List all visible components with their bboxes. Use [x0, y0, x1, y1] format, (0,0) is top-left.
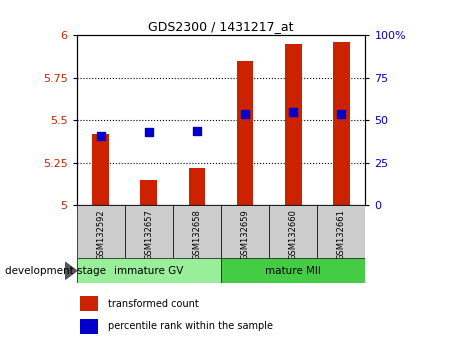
Bar — [269, 205, 317, 258]
Point — [241, 111, 249, 116]
Text: transformed count: transformed count — [108, 299, 199, 309]
Bar — [317, 205, 365, 258]
Bar — [221, 258, 365, 283]
Polygon shape — [65, 262, 77, 279]
Title: GDS2300 / 1431217_at: GDS2300 / 1431217_at — [148, 20, 294, 33]
Text: GSM132658: GSM132658 — [193, 209, 202, 260]
Point — [97, 133, 104, 138]
Text: GSM132657: GSM132657 — [144, 209, 153, 260]
Bar — [221, 205, 269, 258]
Bar — [77, 258, 221, 283]
Bar — [285, 44, 302, 205]
Bar — [237, 61, 253, 205]
Bar — [77, 205, 125, 258]
Point — [290, 109, 297, 115]
Bar — [80, 319, 98, 333]
Point — [338, 111, 345, 116]
Bar — [92, 134, 109, 205]
Bar — [80, 297, 98, 312]
Text: GSM132592: GSM132592 — [96, 209, 105, 260]
Text: GSM132660: GSM132660 — [289, 209, 298, 260]
Bar — [189, 168, 205, 205]
Bar — [173, 205, 221, 258]
Text: GSM132659: GSM132659 — [240, 209, 249, 260]
Point — [145, 130, 152, 135]
Bar — [140, 180, 157, 205]
Text: mature MII: mature MII — [265, 266, 321, 276]
Text: immature GV: immature GV — [114, 266, 184, 276]
Text: development stage: development stage — [5, 266, 106, 276]
Text: percentile rank within the sample: percentile rank within the sample — [108, 321, 273, 331]
Bar — [333, 42, 350, 205]
Point — [193, 128, 201, 133]
Bar — [125, 205, 173, 258]
Text: GSM132661: GSM132661 — [337, 209, 346, 260]
